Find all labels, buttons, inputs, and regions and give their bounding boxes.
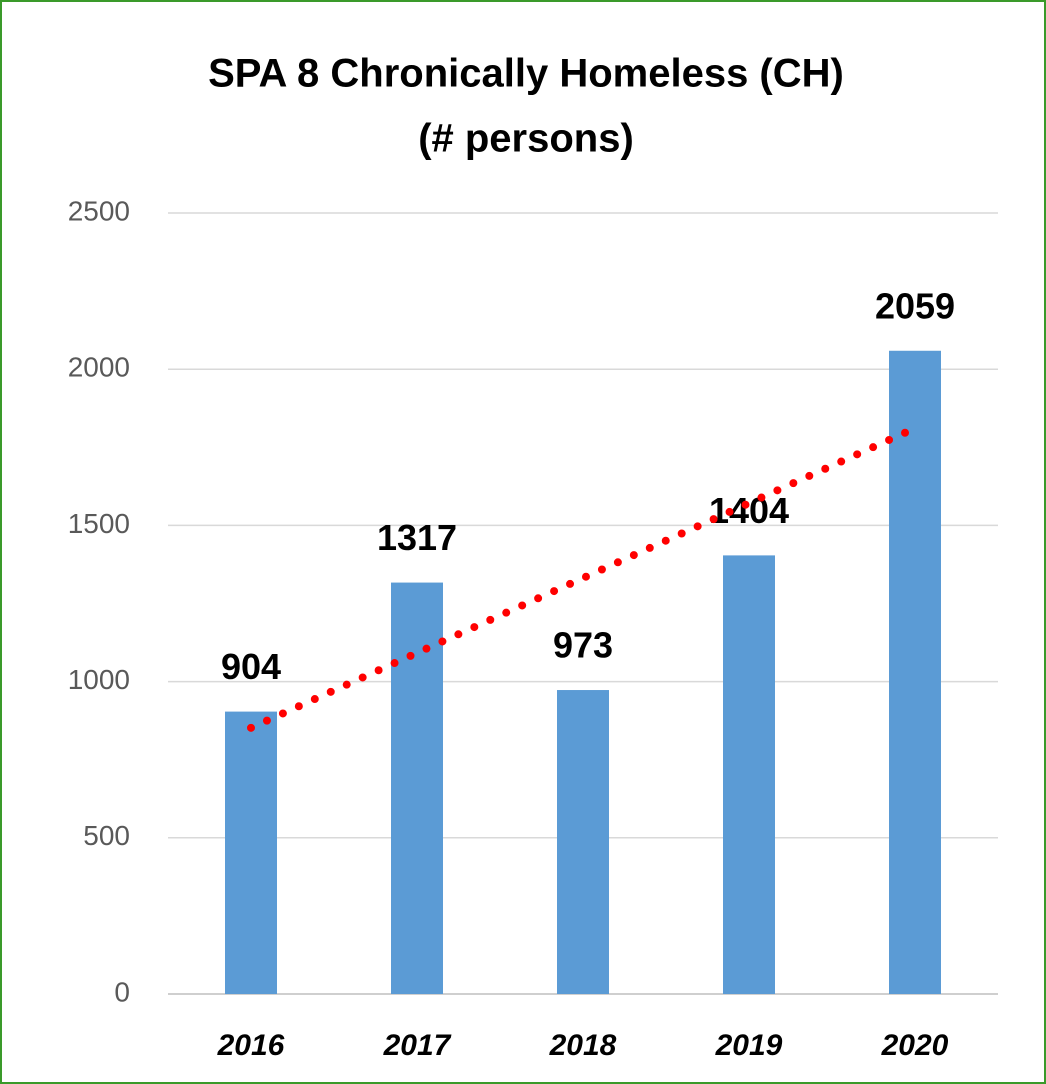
y-tick-label: 1500 bbox=[68, 508, 130, 539]
x-tick-label: 2019 bbox=[715, 1029, 783, 1062]
x-tick-label: 2020 bbox=[881, 1029, 949, 1062]
trendline bbox=[247, 424, 919, 732]
y-tick-label: 1000 bbox=[68, 664, 130, 695]
bar bbox=[225, 711, 277, 994]
data-label: 1317 bbox=[377, 517, 457, 558]
bar bbox=[889, 350, 941, 994]
bar bbox=[557, 690, 609, 994]
chart-title: SPA 8 Chronically Homeless (CH) bbox=[208, 52, 844, 96]
y-tick-label: 500 bbox=[83, 820, 130, 851]
data-label: 2059 bbox=[875, 285, 955, 326]
bar bbox=[391, 582, 443, 994]
y-tick-label: 0 bbox=[114, 976, 130, 1007]
x-tick-label: 2018 bbox=[549, 1029, 617, 1062]
data-label: 1404 bbox=[709, 490, 789, 531]
x-tick-label: 2016 bbox=[217, 1029, 285, 1062]
y-tick-label: 2000 bbox=[68, 352, 130, 383]
y-tick-label: 2500 bbox=[68, 195, 130, 226]
chart-subtitle: (# persons) bbox=[418, 117, 634, 161]
data-label: 973 bbox=[553, 625, 613, 666]
data-label: 904 bbox=[221, 646, 281, 687]
x-tick-label: 2017 bbox=[383, 1029, 452, 1062]
bar bbox=[723, 555, 775, 994]
